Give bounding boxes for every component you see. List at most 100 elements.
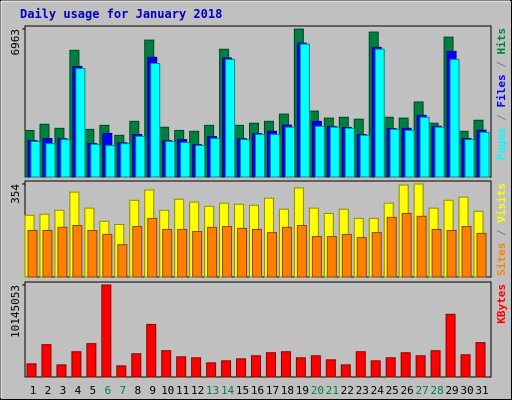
bar	[415, 355, 426, 378]
x-tick-label: 23	[356, 384, 369, 397]
bar	[251, 355, 261, 378]
bar	[221, 360, 232, 378]
x-tick-label: 27	[416, 384, 429, 397]
bar	[132, 226, 143, 278]
bar	[26, 363, 37, 378]
x-tick-label: 2	[45, 384, 52, 397]
bar	[389, 128, 400, 178]
legend-entry: Sites	[495, 243, 508, 276]
bar	[314, 125, 325, 178]
legend: Pages / Files / Hits	[495, 28, 508, 161]
x-tick-label: 30	[460, 384, 473, 397]
bar	[479, 131, 490, 178]
bar	[404, 129, 415, 178]
bar	[340, 364, 351, 378]
bar	[207, 226, 218, 278]
x-tick-label: 20	[311, 384, 324, 397]
bar	[191, 357, 202, 378]
bar	[116, 365, 127, 378]
x-tick-label: 16	[251, 384, 264, 397]
bar	[27, 230, 38, 278]
x-tick-label: 9	[149, 384, 156, 397]
bar	[72, 225, 83, 278]
bar	[237, 227, 248, 278]
bar	[45, 143, 56, 178]
x-tick-label: 8	[134, 384, 141, 397]
x-tick-label: 1	[30, 384, 37, 397]
bar	[284, 126, 295, 178]
bar	[355, 351, 366, 378]
bar	[359, 134, 370, 178]
bar	[280, 351, 291, 378]
legend-entry: KBytes	[495, 284, 508, 324]
x-tick-label: 28	[430, 384, 443, 397]
bar	[236, 358, 247, 378]
bar	[161, 350, 172, 378]
bar	[311, 236, 322, 278]
bar	[87, 230, 98, 278]
x-tick-label: 15	[236, 384, 249, 397]
bar	[419, 116, 430, 178]
bar	[265, 352, 276, 378]
bar	[60, 139, 71, 178]
x-tick-label: 11	[176, 384, 189, 397]
x-tick-label: 29	[445, 384, 458, 397]
bar	[281, 226, 292, 278]
bar	[75, 68, 86, 178]
bar	[71, 351, 82, 378]
x-tick-label: 3	[60, 384, 67, 397]
x-tick-label: 31	[475, 384, 488, 397]
bar	[222, 226, 233, 278]
bar	[195, 145, 206, 178]
bar	[460, 354, 471, 378]
bar	[86, 343, 97, 378]
chart-title: Daily usage for January 2018	[20, 7, 222, 21]
bar	[162, 228, 173, 278]
bar	[449, 58, 460, 178]
bar	[147, 217, 158, 278]
bar	[401, 212, 412, 278]
x-tick-label: 5	[90, 384, 97, 397]
bar	[206, 362, 217, 378]
bar	[30, 141, 41, 178]
bar	[105, 145, 116, 178]
bar	[341, 233, 352, 278]
bar	[356, 237, 367, 278]
legend-separator: /	[495, 55, 508, 75]
bar	[57, 226, 68, 278]
bar	[431, 228, 442, 278]
bar	[210, 138, 221, 178]
x-tick-label: 21	[326, 384, 339, 397]
x-tick-label: 4	[75, 384, 82, 397]
x-tick-label: 17	[266, 384, 279, 397]
bar	[464, 139, 475, 178]
x-tick-label: 26	[401, 384, 414, 397]
bar	[416, 215, 427, 278]
y-tick-label: 354	[9, 184, 22, 204]
bar	[117, 244, 128, 278]
x-tick-label: 24	[371, 384, 385, 397]
x-tick-label: 7	[119, 384, 126, 397]
x-tick-label: 6	[105, 384, 112, 397]
bar	[299, 43, 310, 178]
bar	[120, 143, 131, 178]
legend-separator: /	[495, 108, 508, 128]
x-tick-label: 10	[161, 384, 174, 397]
bar	[252, 228, 262, 278]
bar	[180, 142, 191, 178]
bar	[370, 360, 381, 378]
bar	[269, 133, 280, 178]
legend: KBytes	[495, 284, 508, 324]
bar	[475, 342, 486, 378]
bar	[325, 359, 336, 378]
bar	[385, 357, 396, 378]
bar	[329, 126, 340, 178]
bar	[101, 284, 112, 378]
x-tick-label: 12	[191, 384, 204, 397]
legend-entry: Files	[495, 74, 508, 107]
bar	[255, 133, 265, 178]
bar	[176, 356, 187, 378]
bar	[165, 141, 176, 178]
x-tick-label: 13	[206, 384, 219, 397]
